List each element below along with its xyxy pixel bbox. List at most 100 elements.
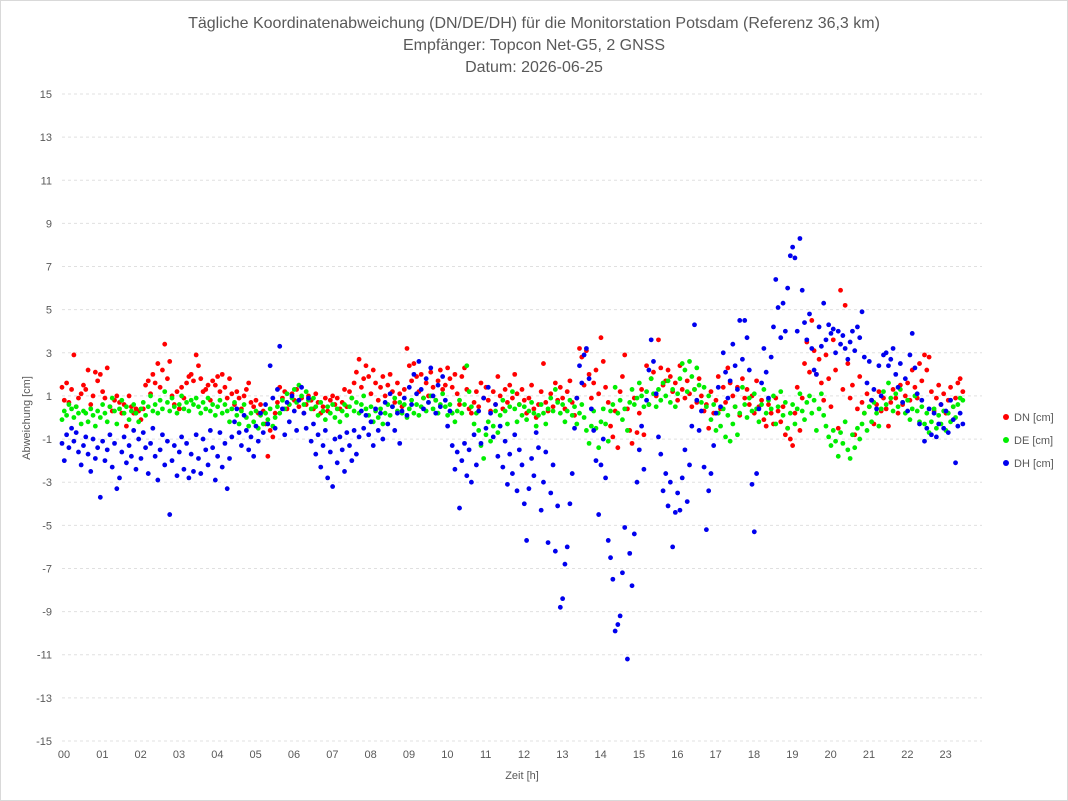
data-point (296, 404, 302, 410)
data-point (564, 408, 570, 414)
data-point (469, 410, 474, 416)
data-point (490, 389, 496, 395)
data-point (754, 378, 759, 384)
data-point (924, 367, 930, 373)
data-point (778, 389, 784, 395)
data-point (782, 400, 788, 405)
data-point (924, 410, 930, 416)
data-point (162, 341, 168, 347)
data-point (387, 371, 393, 377)
data-point (351, 380, 357, 386)
data-point (876, 363, 882, 369)
data-point (495, 374, 501, 379)
data-point (196, 456, 201, 461)
data-point (401, 402, 407, 407)
data-point (131, 402, 137, 407)
data-point (476, 404, 482, 410)
legend-marker (1003, 437, 1009, 443)
data-point (485, 397, 491, 403)
data-point (191, 402, 196, 407)
data-point (440, 391, 446, 397)
data-point (311, 421, 316, 427)
data-point (859, 309, 865, 315)
data-point (754, 471, 759, 476)
data-point (756, 419, 762, 425)
data-point (785, 285, 791, 291)
data-point (560, 596, 566, 602)
data-point (763, 369, 769, 375)
data-point (368, 391, 374, 397)
data-point (529, 382, 534, 388)
data-point (651, 369, 656, 375)
data-point (603, 421, 608, 427)
data-point (670, 387, 676, 392)
data-point (270, 434, 276, 440)
data-point (322, 428, 328, 433)
y-tick-label: -11 (37, 650, 52, 662)
data-point (890, 387, 896, 392)
data-point (588, 423, 594, 429)
data-point (260, 421, 266, 427)
data-point (277, 410, 283, 416)
data-point (775, 404, 781, 410)
data-point (557, 410, 563, 416)
data-point (378, 406, 383, 412)
data-point (603, 384, 608, 390)
data-point (799, 287, 805, 293)
data-point (663, 471, 669, 476)
data-point (454, 449, 460, 455)
data-point (454, 391, 460, 397)
data-point (521, 397, 527, 403)
data-point (560, 395, 566, 401)
data-point (485, 419, 491, 425)
data-point (648, 337, 654, 343)
data-point (773, 277, 779, 282)
data-point (401, 395, 407, 401)
data-point (145, 471, 151, 476)
data-point (184, 440, 189, 446)
data-point (428, 365, 434, 371)
data-point (61, 458, 67, 464)
data-point (759, 402, 764, 407)
data-point (330, 393, 336, 399)
data-point (787, 410, 793, 416)
data-point (497, 423, 503, 429)
data-point (193, 395, 199, 401)
data-point (677, 376, 683, 382)
data-point (826, 434, 832, 440)
data-point (280, 397, 285, 403)
data-point (184, 380, 189, 386)
data-point (524, 538, 529, 543)
data-point (378, 410, 383, 416)
data-point (656, 434, 661, 440)
y-tick-label: -5 (42, 520, 52, 532)
data-point (929, 389, 934, 395)
data-point (864, 391, 870, 397)
data-point (955, 380, 961, 386)
data-point (679, 387, 685, 392)
data-point (567, 378, 573, 384)
data-point (315, 432, 321, 438)
data-point (493, 408, 498, 414)
data-point (905, 397, 911, 403)
data-point (83, 410, 89, 416)
data-point (512, 406, 518, 412)
data-point (95, 445, 101, 451)
data-point (378, 384, 383, 390)
data-point (222, 402, 228, 407)
data-point (224, 486, 230, 492)
data-point (768, 354, 774, 360)
data-point (483, 425, 489, 431)
data-point (612, 628, 618, 634)
data-point (519, 387, 525, 392)
data-point (945, 430, 951, 435)
data-point (322, 395, 328, 401)
data-point (826, 322, 832, 328)
data-point (701, 464, 707, 470)
data-point (519, 412, 525, 418)
data-point (636, 410, 642, 416)
data-point (459, 458, 465, 464)
data-point (114, 393, 120, 399)
data-point (617, 397, 623, 403)
data-point (433, 397, 439, 403)
